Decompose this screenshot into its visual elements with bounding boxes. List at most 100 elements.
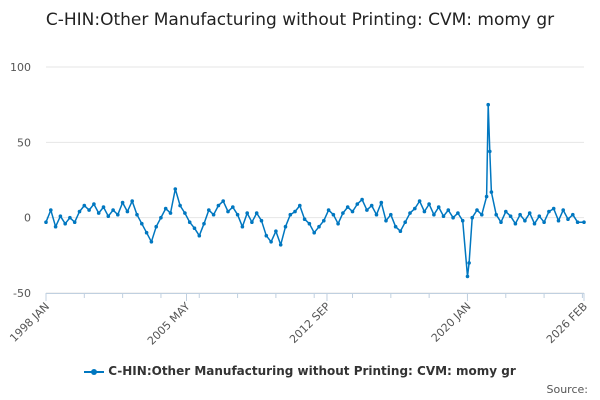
data-point xyxy=(384,218,388,223)
data-point xyxy=(484,194,489,199)
data-point xyxy=(408,211,412,215)
data-point xyxy=(44,220,48,224)
grid-layer xyxy=(46,66,584,294)
data-point xyxy=(467,261,471,265)
data-point xyxy=(561,208,565,212)
data-point xyxy=(465,274,470,279)
data-point xyxy=(575,220,580,224)
data-point xyxy=(240,224,245,229)
series-layer xyxy=(44,102,586,279)
data-point xyxy=(486,102,491,107)
data-point xyxy=(582,220,586,224)
x-tick-label: 2020 JAN xyxy=(429,300,474,345)
data-point xyxy=(250,220,254,224)
data-point xyxy=(92,202,96,206)
data-point xyxy=(192,226,197,230)
data-point xyxy=(523,218,527,223)
data-point xyxy=(298,203,302,208)
x-tick-label: 2012 SEP xyxy=(287,300,333,346)
data-point xyxy=(202,221,206,226)
data-point xyxy=(360,197,364,202)
x-tick-label: 2005 MAY xyxy=(145,300,193,348)
data-point xyxy=(173,187,178,191)
data-point xyxy=(451,215,455,220)
data-point xyxy=(513,221,518,226)
data-point xyxy=(307,221,312,226)
data-point xyxy=(312,230,317,235)
data-point xyxy=(441,214,446,218)
data-point xyxy=(331,212,336,217)
legend[interactable]: C-HIN:Other Manufacturing without Printi… xyxy=(0,364,600,378)
data-point xyxy=(96,211,101,215)
series-line xyxy=(45,103,584,278)
data-point xyxy=(53,224,58,229)
data-point xyxy=(264,233,269,238)
data-point xyxy=(63,221,67,226)
data-point xyxy=(101,205,106,209)
data-point xyxy=(187,220,192,224)
data-point xyxy=(278,243,283,247)
data-point xyxy=(159,215,163,220)
data-point xyxy=(87,208,91,212)
data-point xyxy=(68,215,72,220)
data-point xyxy=(336,221,340,226)
y-tick-label: 100 xyxy=(10,61,31,74)
data-point xyxy=(135,212,139,217)
data-point xyxy=(422,209,427,214)
data-point xyxy=(379,200,384,205)
data-point xyxy=(149,240,154,244)
chart-title: C-HIN:Other Manufacturing without Printi… xyxy=(45,10,555,30)
data-point xyxy=(140,221,144,226)
data-point xyxy=(259,218,264,223)
data-point xyxy=(58,214,63,218)
data-point xyxy=(49,208,53,212)
data-point xyxy=(302,217,307,221)
data-point xyxy=(403,220,408,224)
data-point xyxy=(345,205,350,209)
data-point xyxy=(341,211,345,215)
data-point xyxy=(77,209,82,214)
data-point xyxy=(326,208,331,212)
data-point xyxy=(480,212,484,217)
data-point xyxy=(398,229,403,233)
data-point xyxy=(125,209,130,214)
data-point xyxy=(111,208,115,212)
data-point xyxy=(322,218,326,223)
data-point xyxy=(154,224,158,229)
data-point xyxy=(254,211,259,215)
data-point xyxy=(269,240,273,244)
data-point xyxy=(446,208,451,212)
data-point xyxy=(456,211,460,215)
data-point xyxy=(504,209,508,214)
data-point xyxy=(72,220,77,224)
data-point xyxy=(211,212,216,217)
data-point xyxy=(556,218,561,223)
x-tick-label: 1998 JAN xyxy=(7,300,52,345)
data-point xyxy=(365,208,369,212)
data-point xyxy=(283,224,288,229)
data-point xyxy=(221,199,225,203)
data-point xyxy=(417,199,422,203)
data-point xyxy=(168,211,173,215)
data-point xyxy=(274,229,278,233)
data-point xyxy=(393,224,398,229)
y-tick-label: 50 xyxy=(17,136,31,149)
data-point xyxy=(518,212,522,217)
data-point xyxy=(499,220,503,224)
data-point xyxy=(235,212,240,217)
data-point xyxy=(130,199,134,203)
data-point xyxy=(144,230,149,235)
data-point xyxy=(413,206,417,211)
y-tick-label: -50 xyxy=(13,287,31,300)
data-point xyxy=(566,217,570,221)
data-point xyxy=(369,203,374,208)
data-point xyxy=(355,202,360,206)
data-point xyxy=(470,215,475,220)
source-label: Source: xyxy=(546,383,589,396)
data-point xyxy=(432,212,436,217)
legend-dot xyxy=(91,368,98,375)
data-point xyxy=(207,208,211,212)
data-point xyxy=(537,214,542,218)
data-point xyxy=(178,203,182,208)
